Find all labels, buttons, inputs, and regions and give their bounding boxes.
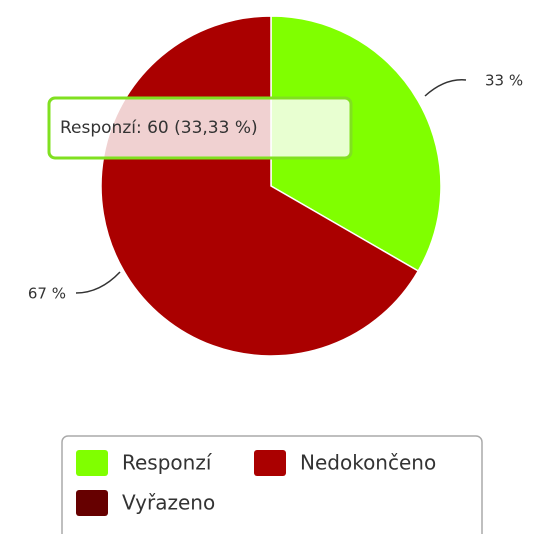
- pie: [100, 15, 442, 357]
- legend-label: Vyřazeno: [122, 491, 215, 515]
- leader-line: [424, 79, 467, 97]
- data-labels: 33 % 67 %: [28, 72, 523, 303]
- leader-line: [75, 271, 121, 294]
- legend-swatch: [76, 450, 108, 476]
- data-label: 67 %: [28, 285, 66, 303]
- pie-slice: [270, 15, 442, 272]
- legend-swatch: [76, 490, 108, 516]
- legend-swatch: [254, 450, 286, 476]
- legend-items: Responzí Nedokončeno Vyřazeno: [76, 450, 436, 516]
- legend-label: Nedokončeno: [300, 451, 436, 475]
- tooltip: [47, 96, 353, 160]
- data-label: 33 %: [485, 72, 523, 90]
- legend: [61, 435, 483, 534]
- legend-label: Responzí: [122, 451, 213, 475]
- tooltip-text: Responzí: 60 (33,33 %): [60, 118, 258, 138]
